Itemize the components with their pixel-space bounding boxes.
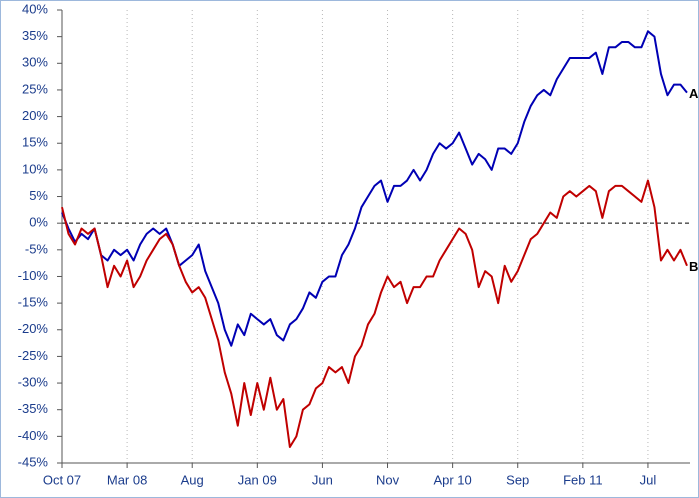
series-line [61,179,688,449]
y-tick-label: 35% [22,28,48,43]
series-label: B [689,259,698,274]
y-tick-label: -40% [18,428,49,443]
x-tick-label: Mar 08 [107,472,147,487]
y-tick-label: -30% [18,374,49,389]
x-tick-label: Feb 11 [563,472,603,487]
x-tick-label: Jan 09 [238,472,277,487]
y-tick-label: -45% [18,454,49,469]
y-tick-label: 10% [22,161,48,176]
x-tick-label: Oct 07 [43,472,81,487]
x-tick-label: Apr 10 [433,472,471,487]
y-tick-label: -20% [18,321,49,336]
x-tick-label: Sep [506,472,529,487]
y-tick-label: -10% [18,268,49,283]
y-tick-label: -25% [18,348,49,363]
y-tick-label: 0% [29,215,48,230]
x-tick-label: Jul [640,472,657,487]
y-tick-label: 20% [22,108,48,123]
x-tick-label: Aug [181,472,204,487]
y-tick-label: -5% [25,241,49,256]
y-tick-label: 40% [22,1,48,16]
y-tick-label: -15% [18,295,49,310]
x-tick-label: Nov [376,472,400,487]
y-tick-label: 5% [29,188,48,203]
series-label: A [689,86,699,101]
y-tick-label: 15% [22,135,48,150]
y-tick-label: 30% [22,55,48,70]
y-tick-label: 25% [22,81,48,96]
y-tick-label: -35% [18,401,49,416]
x-tick-label: Jun [312,472,333,487]
series-line [61,30,688,347]
